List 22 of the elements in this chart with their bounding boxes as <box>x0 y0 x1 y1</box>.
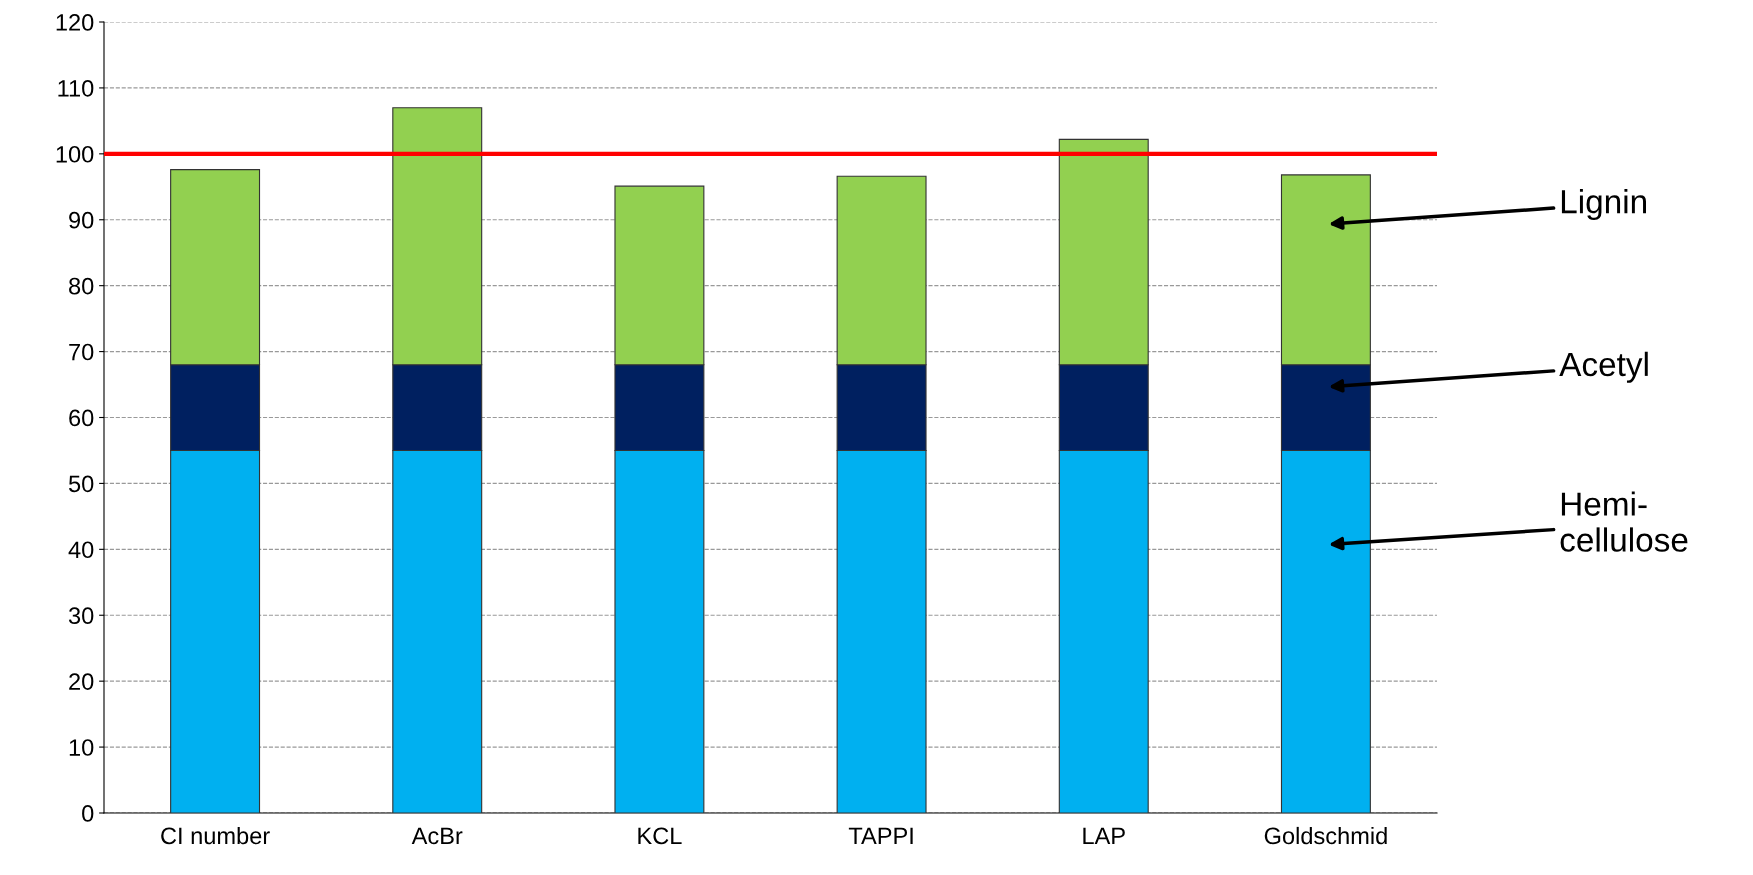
y-tick-label: 20 <box>69 673 94 690</box>
x-tick-label: CI number <box>161 826 270 845</box>
y-tick-label: 0 <box>82 805 94 822</box>
y-tick-label: 80 <box>69 277 94 295</box>
text: Acetyl <box>1559 351 1648 383</box>
x-tick-label: TAPPI <box>848 827 913 844</box>
y-tick-label: 10 <box>69 739 94 756</box>
y-tick-label: 30 <box>68 607 94 625</box>
x-tick-label: AcBr <box>411 827 463 845</box>
y-tick-label: 90 <box>69 211 94 229</box>
y-tick-label: 40 <box>68 541 94 559</box>
text: Lignin <box>1561 188 1646 221</box>
x-tick-label: LAP <box>1083 827 1125 844</box>
y-tick-label: 100 <box>56 145 94 163</box>
y-tick-label: 110 <box>58 79 94 97</box>
text: Hemi- cellulose <box>1560 491 1688 552</box>
y-tick-label: 120 <box>56 14 94 31</box>
y-tick-label: 70 <box>69 343 94 361</box>
x-tick-label: Goldschmid <box>1264 826 1387 845</box>
y-tick-label: 60 <box>69 409 94 427</box>
y-tick-label: 50 <box>68 475 94 493</box>
x-tick-label: KCL <box>638 827 682 845</box>
